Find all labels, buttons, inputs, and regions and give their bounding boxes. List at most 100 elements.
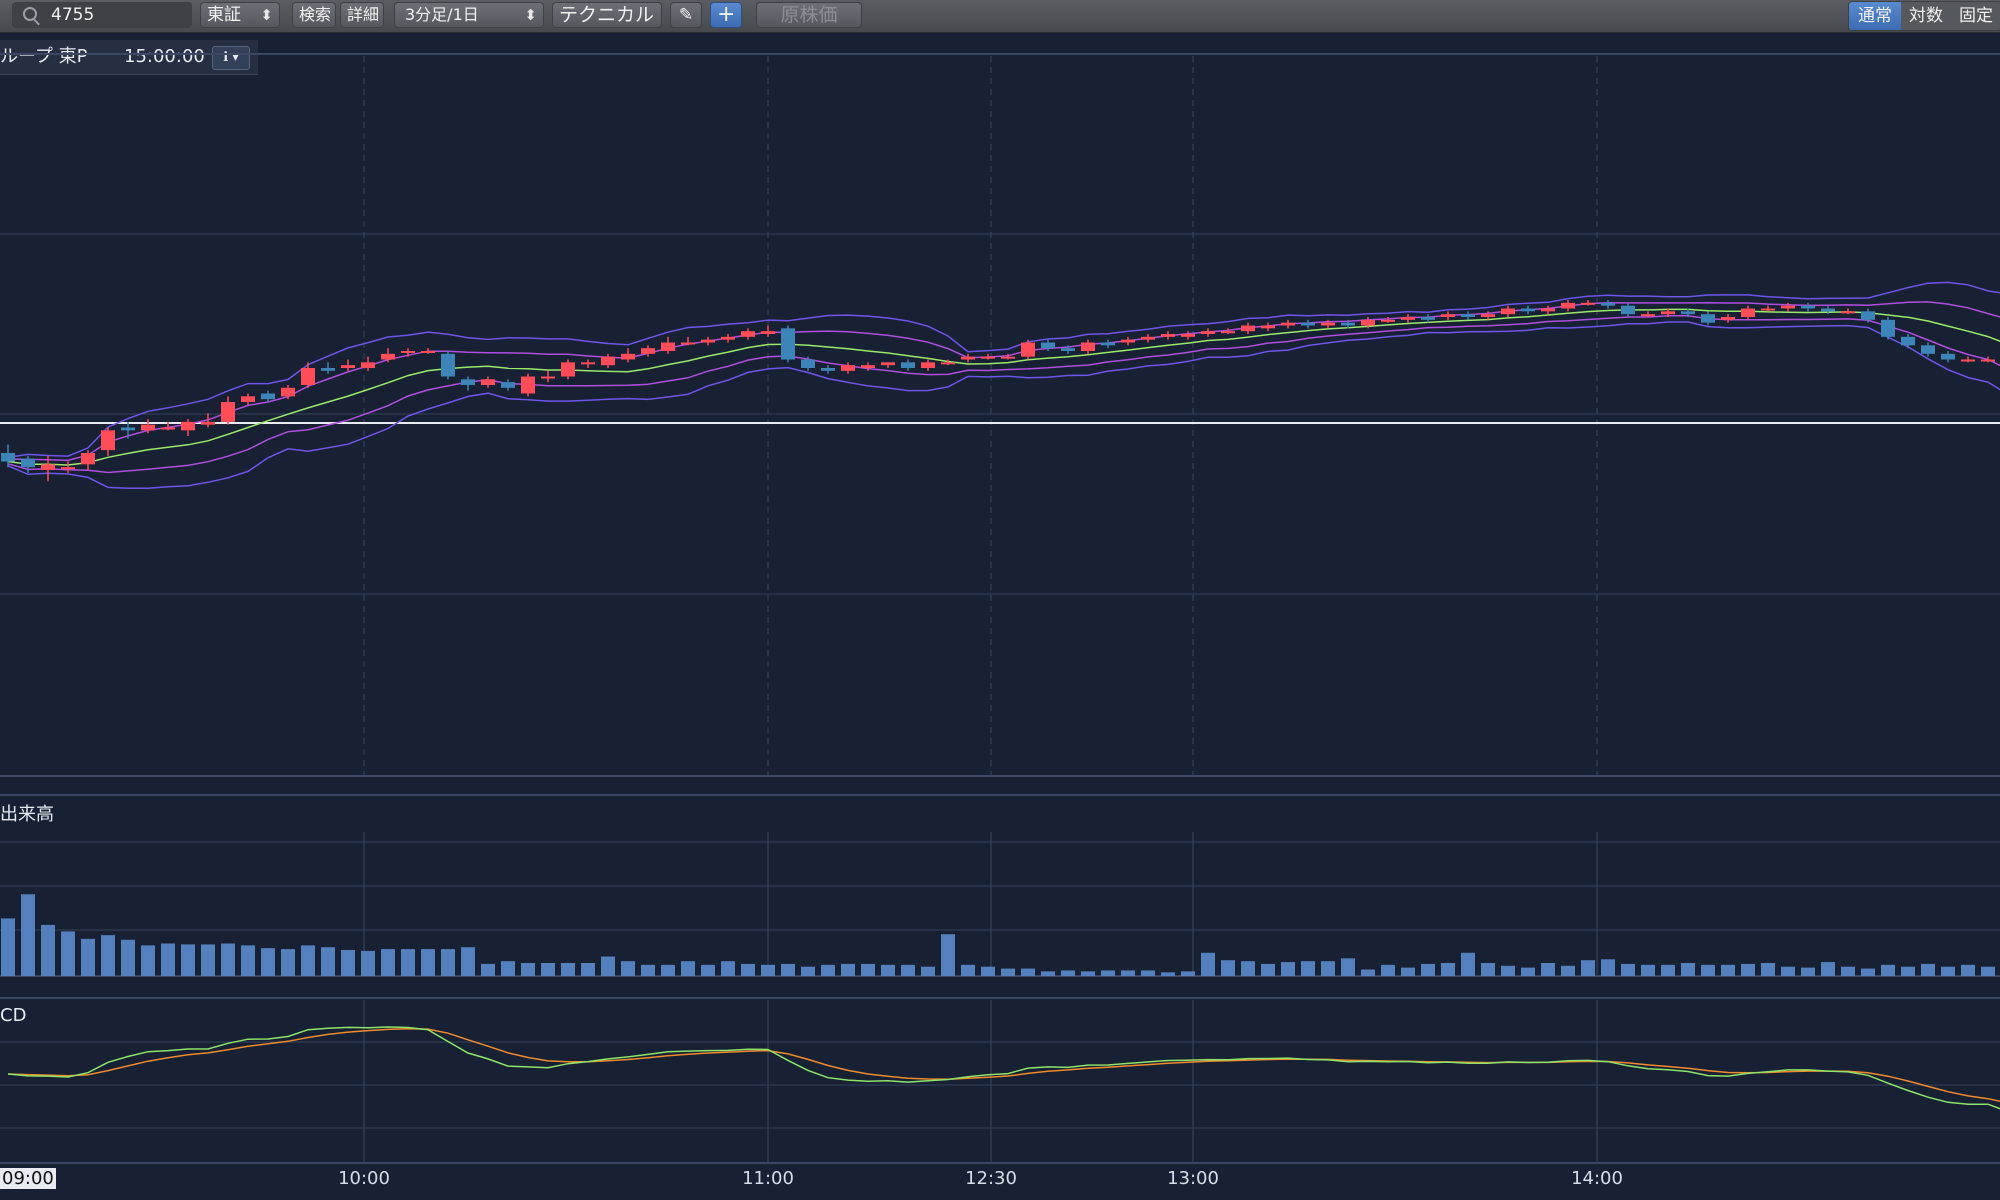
candle-body: [1541, 308, 1555, 312]
volume-bar: [1541, 963, 1555, 976]
candle-body: [1901, 336, 1915, 346]
search-icon: [23, 7, 37, 21]
adjusted-price-button[interactable]: 原株価: [756, 2, 862, 28]
info-icon[interactable]: ℹ ▾: [212, 46, 250, 70]
x-tick-label: 12:30: [965, 1168, 1017, 1189]
volume-bar: [101, 935, 115, 976]
volume-bar: [161, 943, 175, 976]
bollinger-lower-1: [7, 315, 2000, 474]
candle-body: [701, 339, 715, 343]
candle-body: [1261, 325, 1275, 329]
candle-body: [1761, 308, 1775, 311]
volume-bar: [661, 964, 675, 976]
candle-body: [1121, 339, 1135, 343]
candle-body: [301, 368, 315, 385]
volume-bar: [421, 949, 435, 976]
detail-button[interactable]: 詳細: [340, 2, 384, 28]
scale-log-button[interactable]: 対数: [1909, 6, 1943, 26]
volume-bar: [21, 894, 35, 976]
volume-bar: [1881, 964, 1895, 976]
candle-body: [501, 382, 515, 388]
candle-body: [561, 362, 575, 377]
volume-bar: [601, 956, 615, 976]
volume-bar: [1441, 963, 1455, 976]
volume-bar: [981, 966, 995, 976]
candle-body: [1961, 359, 1975, 362]
x-tick-label: 13:00: [1167, 1168, 1219, 1189]
candle-body: [1281, 322, 1295, 326]
candle-body: [341, 365, 355, 368]
candle-body: [881, 362, 895, 366]
volume-bar: [281, 949, 295, 976]
volume-bar: [1481, 963, 1495, 976]
candle-body: [101, 430, 115, 451]
candle-body: [941, 362, 955, 365]
candle-body: [1741, 308, 1755, 317]
candle-body: [1521, 308, 1535, 312]
volume-bar: [1221, 960, 1235, 976]
volume-bar: [1141, 970, 1155, 976]
volume-bar: [1701, 964, 1715, 976]
candle-body: [1881, 319, 1895, 337]
volume-bar: [1621, 963, 1635, 976]
candle-body: [1361, 319, 1375, 326]
volume-bar: [221, 943, 235, 976]
volume-bar: [261, 948, 275, 976]
candle-body: [1701, 314, 1715, 323]
volume-bar: [901, 964, 915, 976]
candle-body: [1021, 342, 1035, 357]
scale-fixed-button[interactable]: 固定: [1959, 6, 1993, 26]
volume-bar: [121, 939, 135, 976]
volume-bar: [381, 949, 395, 976]
candle-body: [81, 453, 95, 465]
pencil-icon[interactable]: ✎: [670, 2, 702, 28]
scale-normal-button[interactable]: 通常: [1849, 2, 1901, 30]
candle-body: [181, 421, 195, 431]
volume-bar: [81, 938, 95, 976]
volume-bar: [1801, 967, 1815, 976]
volume-bar: [1841, 966, 1855, 976]
symbol-name: ループ 東P: [0, 46, 88, 67]
volume-bar: [1741, 963, 1755, 976]
candle-body: [1661, 311, 1675, 315]
candle-body: [801, 359, 815, 368]
candle-body: [761, 331, 775, 334]
plus-icon[interactable]: +: [710, 2, 742, 28]
volume-bar: [61, 931, 75, 976]
candle-body: [1381, 319, 1395, 322]
candle-body: [401, 351, 415, 353]
candle-body: [1981, 359, 1995, 362]
candle-body: [441, 353, 455, 377]
volume-bar: [721, 961, 735, 976]
search-button[interactable]: 検索: [292, 2, 336, 28]
volume-bar: [1381, 964, 1395, 976]
candle-body: [1401, 317, 1415, 320]
search-input[interactable]: 4755: [12, 2, 192, 28]
x-tick-label: 14:00: [1571, 1168, 1623, 1189]
volume-bar: [1961, 964, 1975, 976]
candle-body: [1861, 311, 1875, 320]
candle-body: [121, 427, 135, 431]
candle-body: [1821, 308, 1835, 312]
candle-body: [1, 453, 15, 462]
volume-bar: [841, 963, 855, 976]
market-select[interactable]: 東証: [200, 2, 280, 28]
volume-bar: [1201, 952, 1215, 976]
volume-bar: [1081, 971, 1095, 976]
candle-body: [1801, 305, 1815, 309]
candle-body: [721, 336, 735, 340]
candle-body: [1641, 314, 1655, 317]
candle-body: [1721, 317, 1735, 320]
interval-select[interactable]: 3分足/1日: [394, 2, 544, 28]
volume-bar: [321, 947, 335, 976]
volume-bar: [961, 964, 975, 976]
volume-bar: [541, 963, 555, 976]
volume-bar: [941, 934, 955, 976]
volume-bar: [881, 964, 895, 976]
technical-button[interactable]: テクニカル: [552, 2, 662, 28]
candle-body: [921, 362, 935, 368]
volume-bar: [361, 950, 375, 976]
candle-body: [1921, 345, 1935, 354]
volume-bar: [1681, 963, 1695, 976]
